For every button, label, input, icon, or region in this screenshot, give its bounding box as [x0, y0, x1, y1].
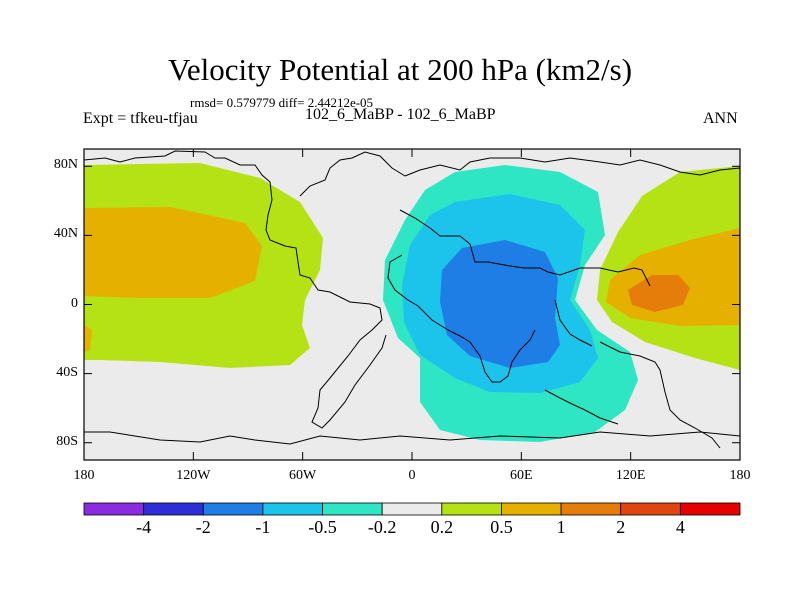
- colorbar-label: -4: [136, 517, 152, 537]
- colorbar-swatch: [501, 502, 562, 516]
- colorbar-swatch: [83, 502, 145, 516]
- lon-tick-label: 120W: [176, 468, 211, 483]
- latitude-ticks: [84, 165, 740, 444]
- stats-label: rmsd= 0.579779 diff= 2.44212e-05: [190, 95, 374, 110]
- colorbar-label: 2: [616, 517, 626, 537]
- lon-tick-label: 0: [408, 468, 416, 483]
- coastlines: [84, 150, 740, 449]
- map-title: Velocity Potential at 200 hPa (km2/s): [167, 52, 633, 87]
- colorbar-label: -1: [255, 517, 271, 537]
- colorbar-label: 4: [675, 517, 685, 537]
- map-plot-area: [84, 149, 740, 460]
- lon-tick-label: 180: [729, 468, 751, 483]
- colorbar-swatch: [143, 502, 204, 516]
- colorbar-swatch: [679, 502, 741, 516]
- colorbar-swatch: [381, 502, 443, 516]
- colorbar-swatch: [202, 502, 264, 516]
- colorbar-label: 1: [556, 517, 566, 537]
- colorbar-swatch: [322, 502, 383, 516]
- west-positive-core: [84, 207, 262, 298]
- lat-tick-label: 80S: [56, 433, 78, 449]
- season-label: ANN: [703, 110, 738, 127]
- east-positive-max: [628, 275, 690, 312]
- colorbar-swatch: [262, 502, 323, 516]
- colorbar-swatch: [560, 502, 622, 516]
- colorbar-label: -0.5: [308, 517, 337, 537]
- longitude-ticks: [83, 149, 741, 460]
- lon-tick-label: 60E: [510, 468, 533, 483]
- lat-tick-label: 40N: [53, 226, 78, 242]
- colorbar: [83, 502, 741, 516]
- lat-tick-label: 0: [71, 295, 78, 311]
- colorbar-swatch: [620, 502, 681, 516]
- colorbar-label: -2: [195, 517, 211, 537]
- colorbar-label: -0.2: [367, 517, 397, 537]
- central-negative-core: [440, 240, 560, 368]
- lat-tick-label: 80N: [53, 157, 78, 173]
- lon-tick-label: 180: [73, 468, 95, 483]
- colorbar-label: 0.5: [490, 517, 513, 537]
- experiment-label: Expt = tfkeu-tfjau: [83, 110, 198, 127]
- west-positive-edge: [84, 325, 92, 352]
- lon-tick-label: 120E: [615, 468, 646, 483]
- colorbar-swatch: [441, 502, 502, 516]
- colorbar-label: 0.2: [430, 517, 454, 537]
- lon-tick-label: 60W: [289, 468, 317, 483]
- subtitle-label: 102_6_MaBP - 102_6_MaBP: [305, 106, 496, 123]
- lat-tick-label: 40S: [56, 364, 78, 380]
